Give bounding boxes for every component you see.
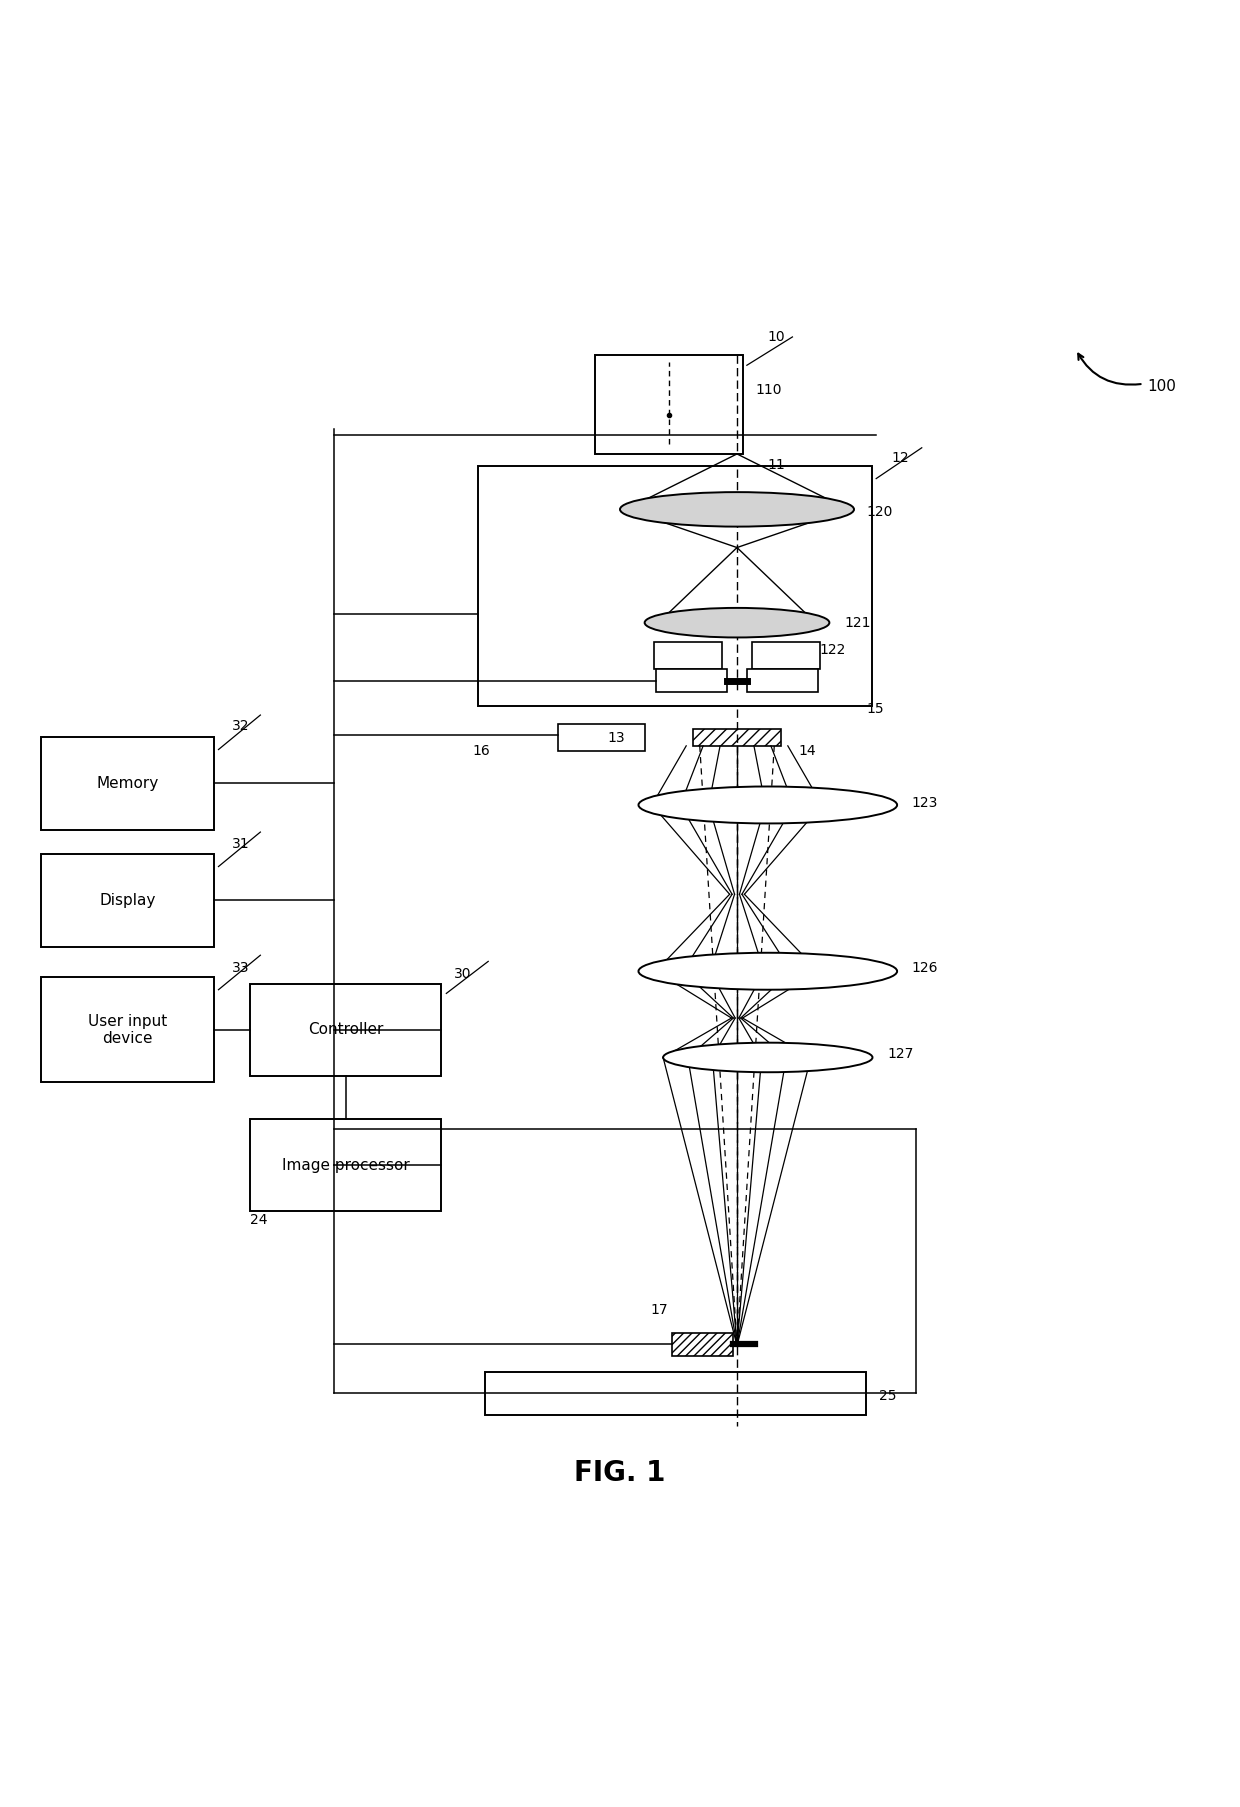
Ellipse shape (639, 786, 897, 824)
Text: 121: 121 (844, 616, 870, 629)
Text: 33: 33 (232, 961, 249, 974)
Text: Controller: Controller (309, 1023, 383, 1037)
Text: Memory: Memory (97, 775, 159, 791)
Ellipse shape (663, 1043, 873, 1072)
Bar (746, 669, 818, 692)
Text: 100: 100 (1147, 379, 1176, 394)
Bar (656, 669, 727, 692)
Text: 110: 110 (755, 383, 782, 398)
Text: 13: 13 (608, 732, 625, 746)
Text: Image processor: Image processor (281, 1158, 410, 1173)
Text: 11: 11 (768, 457, 786, 472)
Ellipse shape (645, 607, 830, 638)
Text: 122: 122 (820, 643, 846, 656)
Bar (595, 356, 743, 454)
Text: 17: 17 (651, 1303, 668, 1317)
Bar (672, 1334, 733, 1355)
Text: 31: 31 (232, 837, 249, 851)
Bar (485, 1372, 867, 1415)
Text: 25: 25 (879, 1390, 897, 1404)
Text: 14: 14 (799, 744, 816, 757)
Text: 30: 30 (454, 967, 471, 981)
Text: 12: 12 (892, 450, 909, 464)
Bar (693, 728, 781, 746)
Bar (479, 466, 873, 707)
Text: 123: 123 (911, 795, 939, 810)
Text: Display: Display (99, 893, 155, 907)
Text: 10: 10 (768, 331, 785, 343)
Text: 16: 16 (472, 744, 490, 757)
Bar (558, 723, 645, 750)
Text: 24: 24 (250, 1212, 268, 1227)
Bar (653, 641, 722, 669)
Text: 15: 15 (867, 701, 884, 716)
Bar (250, 1119, 441, 1211)
Text: FIG. 1: FIG. 1 (574, 1458, 666, 1487)
Text: 32: 32 (232, 719, 249, 734)
Bar (753, 641, 820, 669)
Ellipse shape (620, 492, 854, 526)
Text: 127: 127 (888, 1046, 914, 1061)
Text: 126: 126 (911, 961, 939, 974)
Text: User input
device: User input device (88, 1014, 167, 1046)
Ellipse shape (639, 952, 897, 990)
Text: 120: 120 (867, 504, 893, 519)
Bar (41, 737, 213, 829)
Bar (250, 983, 441, 1075)
Bar (41, 978, 213, 1082)
Bar (41, 855, 213, 947)
